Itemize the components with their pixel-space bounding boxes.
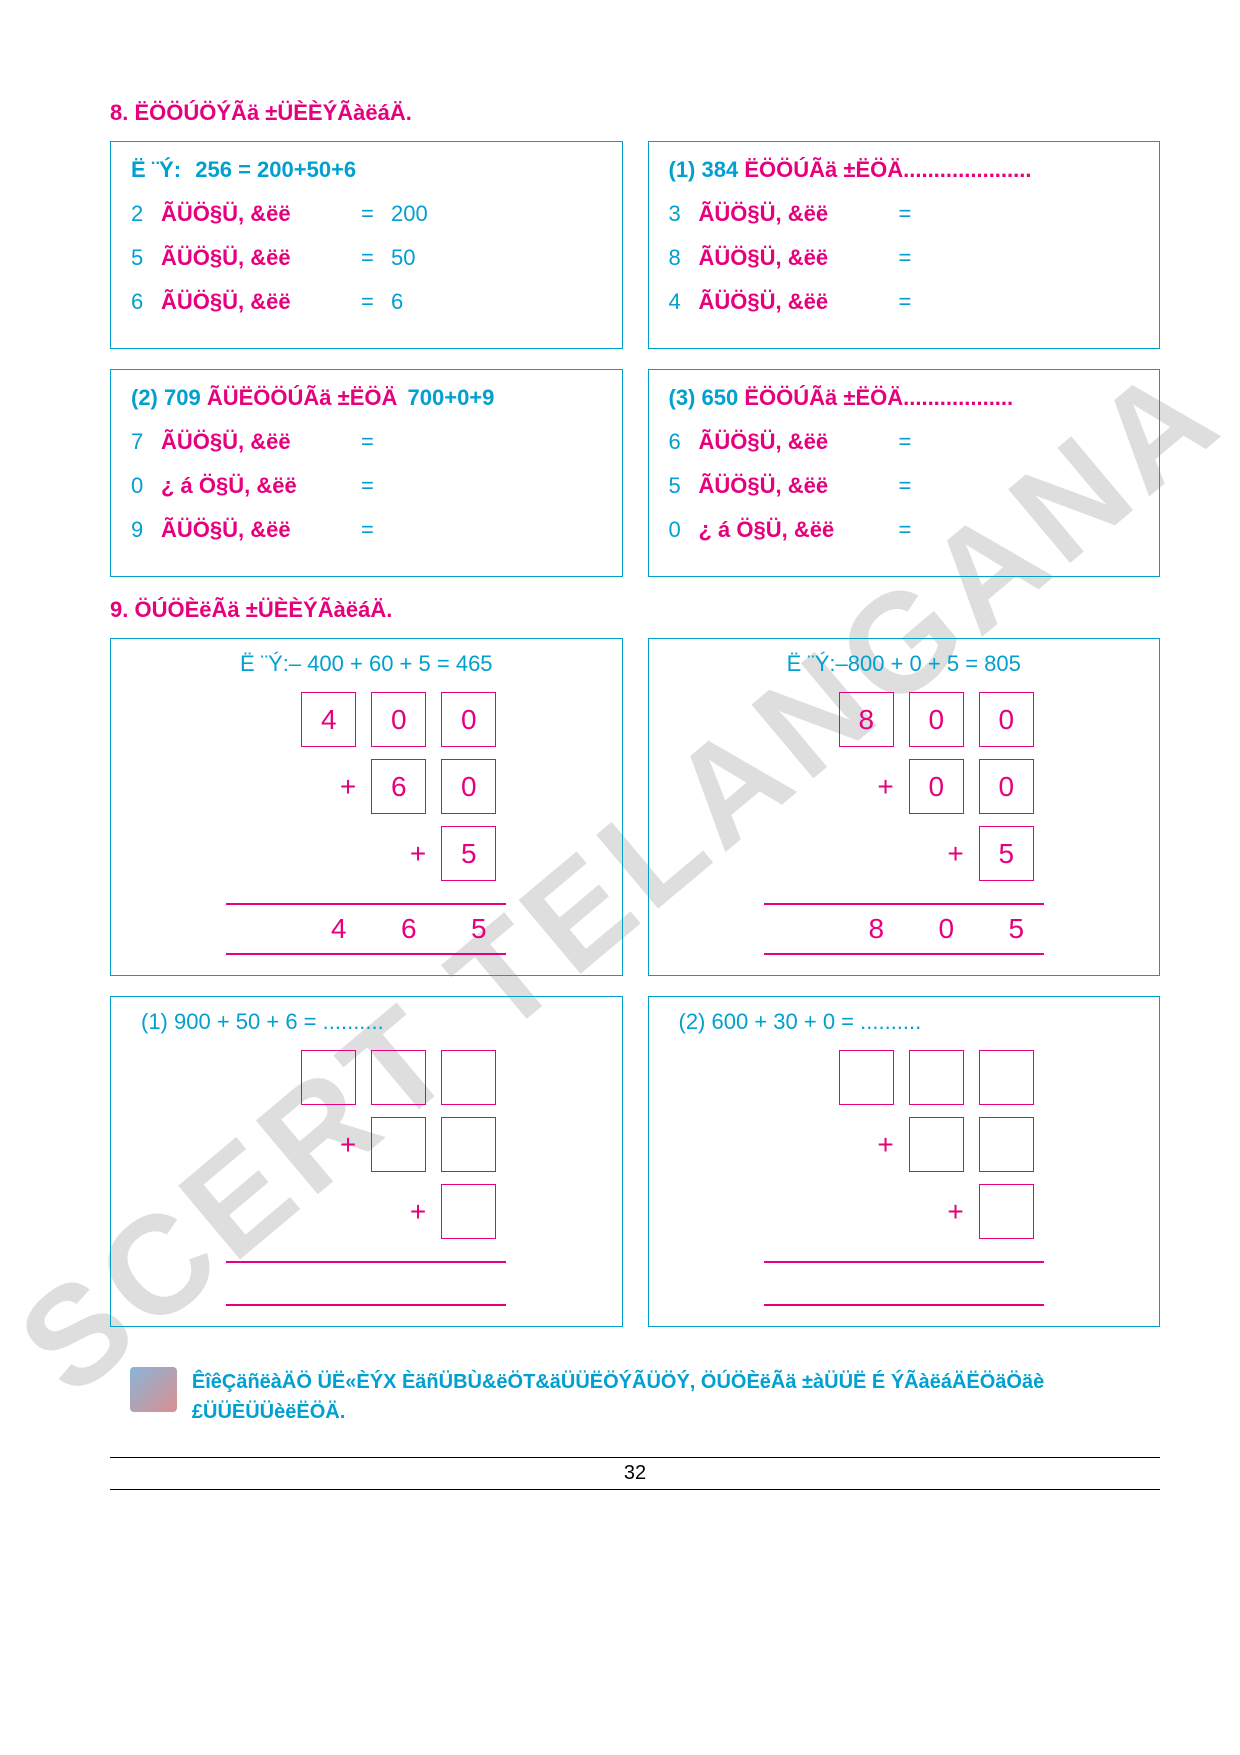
q9-row-1: Ë ¨Ý:– 400 + 60 + 5 = 465 400 +60 +5 465… (110, 638, 1160, 976)
plus-icon: + (874, 771, 894, 803)
plus-icon: + (336, 771, 356, 803)
q8-p1-title: (1) 384 ËÖÖÚÃä ±ËÖÄ..................... (669, 157, 1140, 183)
question-9-header: 9. ÖÚÖÈëÃä ±ÜÈÈÝÃàëáÄ. (110, 597, 1160, 623)
plus-icon: + (874, 1129, 894, 1161)
digit-row: + (774, 1184, 1034, 1239)
digit-row: +5 (774, 826, 1034, 881)
page-content: 8. ËÖÖÚÖÝÃä ±ÜÈÈÝÃàëáÄ. Ë ¨Ý: 256 = 200+… (110, 100, 1160, 1490)
digit-row (236, 1050, 496, 1105)
page-number: 32 (110, 1457, 1160, 1490)
q9-ex1-title: Ë ¨Ý:– 400 + 60 + 5 = 465 (141, 651, 592, 677)
digit-row: + (774, 1117, 1034, 1172)
q9-problem-1: (1) 900 + 50 + 6 = .......... + + (110, 996, 623, 1327)
result-blank[interactable] (764, 1261, 1044, 1306)
q8-ex-row: 6ÃÜÖ§Ü, &ëë=6 (131, 289, 602, 315)
q9-example-2: Ë ¨Ý:–800 + 0 + 5 = 805 800 +00 +5 805 (648, 638, 1161, 976)
plus-icon: + (406, 838, 426, 870)
result-line: 465 (226, 903, 506, 955)
digit-row (774, 1050, 1034, 1105)
q8-row-1: Ë ¨Ý: 256 = 200+50+6 2ÃÜÖ§Ü, &ëë=200 5ÃÜ… (110, 141, 1160, 349)
q9-p1-title: (1) 900 + 50 + 6 = .......... (141, 1009, 592, 1035)
plus-icon: + (406, 1196, 426, 1228)
q8-ex-title: Ë ¨Ý: 256 = 200+50+6 (131, 157, 602, 183)
q8-ex-row: 2ÃÜÖ§Ü, &ëë=200 (131, 201, 602, 227)
plus-icon: + (336, 1129, 356, 1161)
digit-row: +5 (236, 826, 496, 881)
digit-row: +60 (236, 759, 496, 814)
digit-row: + (236, 1117, 496, 1172)
addition-stack: 400 +60 +5 465 (141, 692, 592, 955)
q8-example-box: Ë ¨Ý: 256 = 200+50+6 2ÃÜÖ§Ü, &ëë=200 5ÃÜ… (110, 141, 623, 349)
plus-icon: + (944, 838, 964, 870)
result-blank[interactable] (226, 1261, 506, 1306)
q8-num: 8. (110, 100, 128, 125)
plus-icon: + (944, 1196, 964, 1228)
q8-p3-row: 5ÃÜÖ§Ü, &ëë= (669, 473, 1140, 499)
result-line: 805 (764, 903, 1044, 955)
digit-row: 400 (236, 692, 496, 747)
q8-ex-row: 5ÃÜÖ§Ü, &ëë=50 (131, 245, 602, 271)
q8-p1-row: 3ÃÜÖ§Ü, &ëë= (669, 201, 1140, 227)
q8-problem-2: (2) 709 ÃÜËÖÖÚÃä ±ËÖÄ 700+0+9 7ÃÜÖ§Ü, &ë… (110, 369, 623, 577)
q8-p1-row: 4ÃÜÖ§Ü, &ëë= (669, 289, 1140, 315)
q8-p2-title: (2) 709 ÃÜËÖÖÚÃä ±ËÖÄ 700+0+9 (131, 385, 602, 411)
q9-row-2: (1) 900 + 50 + 6 = .......... + + (2) 60… (110, 996, 1160, 1327)
q9-example-1: Ë ¨Ý:– 400 + 60 + 5 = 465 400 +60 +5 465 (110, 638, 623, 976)
q8-p3-row: 6ÃÜÖ§Ü, &ëë= (669, 429, 1140, 455)
q9-num: 9. (110, 597, 128, 622)
q8-problem-3: (3) 650 ËÖÖÚÃä ±ËÖÄ.................. 6Ã… (648, 369, 1161, 577)
q9-problem-2: (2) 600 + 30 + 0 = .......... + + (648, 996, 1161, 1327)
digit-row: + (236, 1184, 496, 1239)
instruction-footer: ÊîêÇäñëàÄÖ ÜË«ÈÝX ÈäñÜBÙ&ëÖT&äÜÜËÖÝÃÜÖÝ,… (110, 1367, 1160, 1427)
q8-p2-row: 0¿ á Ö§Ü, &ëë= (131, 473, 602, 499)
q9-ex2-title: Ë ¨Ý:–800 + 0 + 5 = 805 (679, 651, 1130, 677)
q8-p3-title: (3) 650 ËÖÖÚÃä ±ËÖÄ.................. (669, 385, 1140, 411)
q9-p2-title: (2) 600 + 30 + 0 = .......... (679, 1009, 1130, 1035)
q8-problem-1: (1) 384 ËÖÖÚÃä ±ËÖÄ.....................… (648, 141, 1161, 349)
teacher-icon (130, 1367, 177, 1412)
addition-stack: 800 +00 +5 805 (679, 692, 1130, 955)
q9-title: ÖÚÖÈëÃä ±ÜÈÈÝÃàëáÄ. (134, 597, 392, 622)
q8-title: ËÖÖÚÖÝÃä ±ÜÈÈÝÃàëáÄ. (134, 100, 411, 125)
q8-p1-row: 8ÃÜÖ§Ü, &ëë= (669, 245, 1140, 271)
addition-stack: + + (141, 1050, 592, 1306)
footer-text: ÊîêÇäñëàÄÖ ÜË«ÈÝX ÈäñÜBÙ&ëÖT&äÜÜËÖÝÃÜÖÝ,… (192, 1367, 1140, 1427)
digit-row: +00 (774, 759, 1034, 814)
q8-p3-row: 0¿ á Ö§Ü, &ëë= (669, 517, 1140, 543)
q8-p2-row: 9ÃÜÖ§Ü, &ëë= (131, 517, 602, 543)
q8-row-2: (2) 709 ÃÜËÖÖÚÃä ±ËÖÄ 700+0+9 7ÃÜÖ§Ü, &ë… (110, 369, 1160, 577)
digit-row: 800 (774, 692, 1034, 747)
question-8-header: 8. ËÖÖÚÖÝÃä ±ÜÈÈÝÃàëáÄ. (110, 100, 1160, 126)
q8-p2-row: 7ÃÜÖ§Ü, &ëë= (131, 429, 602, 455)
addition-stack: + + (679, 1050, 1130, 1306)
